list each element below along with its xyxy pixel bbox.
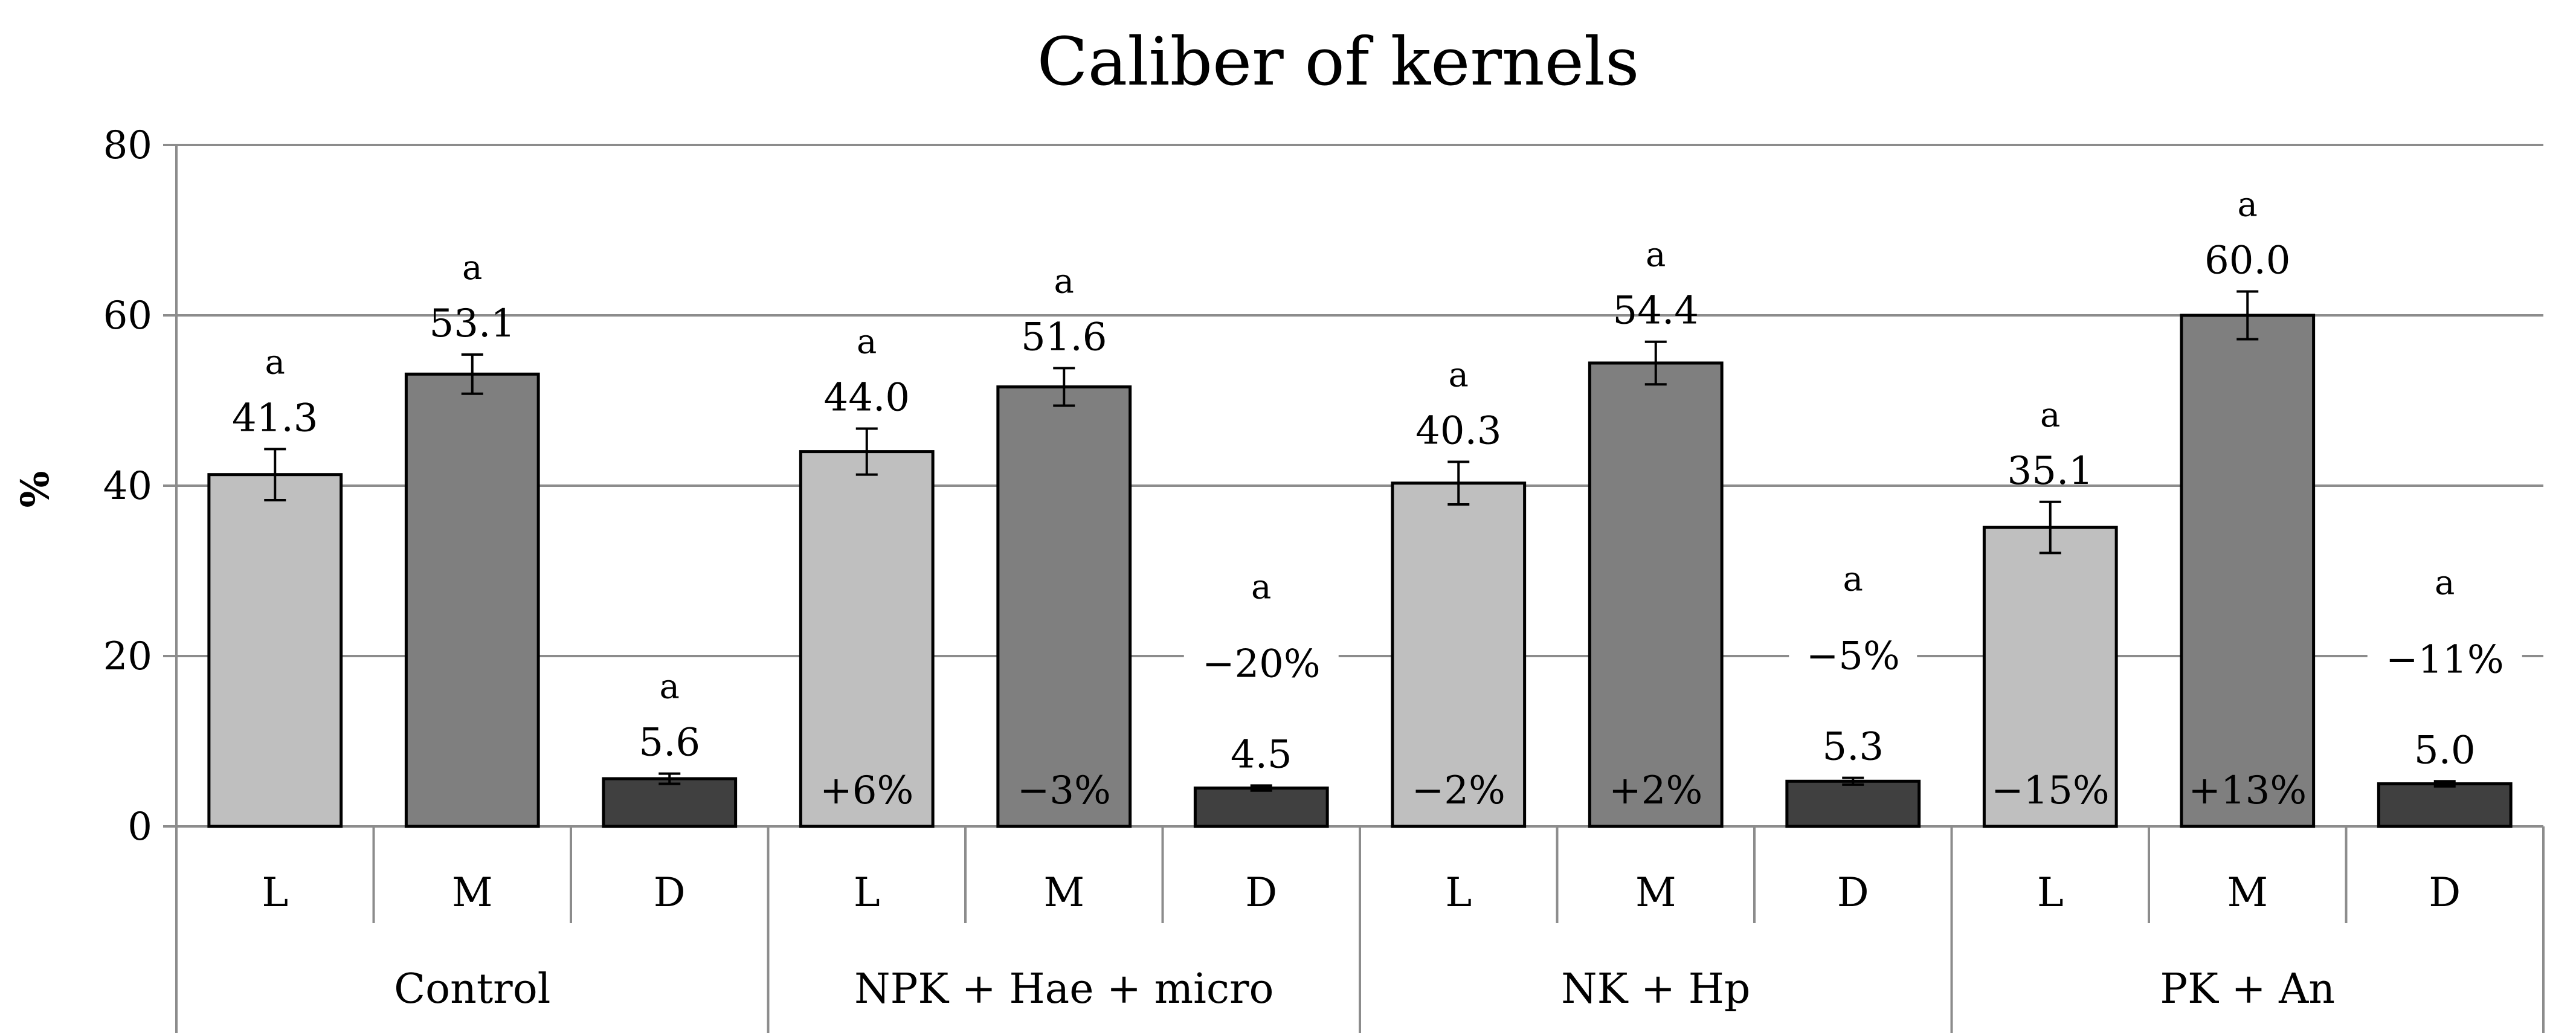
data-label: 44.0: [824, 376, 910, 420]
change-label: −2%: [1412, 768, 1505, 813]
significance-letter: a: [265, 343, 285, 382]
change-label-bg: [1183, 639, 1339, 692]
significance-letter: a: [660, 668, 680, 707]
bar-l: [207, 473, 343, 828]
y-tick-label: 20: [103, 634, 152, 679]
sig-label-bg: [451, 248, 494, 291]
x-category-label: M: [452, 869, 493, 916]
x-category-label: L: [262, 869, 288, 916]
sig-label-bg: [2423, 564, 2466, 607]
bars: [207, 290, 2513, 828]
y-axis-label: %: [13, 471, 58, 508]
significance-letter: a: [1449, 356, 1469, 395]
bar-l: [1391, 481, 1527, 828]
x-category-label: L: [1445, 869, 1472, 916]
x-category-label: D: [654, 869, 686, 916]
change-label: −11%: [2386, 637, 2504, 682]
bar-m: [2180, 314, 2316, 828]
sig-label-bg: [1240, 568, 1283, 611]
sig-label-bg: [254, 343, 297, 386]
data-label: 5.6: [639, 721, 700, 765]
data-label: 51.6: [1021, 315, 1107, 359]
x-category-label: M: [1635, 869, 1676, 916]
data-label: 35.1: [2008, 449, 2094, 494]
data-label: 53.1: [430, 301, 516, 346]
change-label: +2%: [1609, 768, 1702, 813]
bar-d: [2377, 782, 2513, 828]
x-category-label: L: [2037, 869, 2064, 916]
y-tick-label: 60: [103, 294, 152, 338]
x-category-label: D: [1837, 869, 1869, 916]
labels: 41.3 a 53.1 a 5.6 a 44.0 +6% a 51.6 −3% a 4.5 −20% a 40…: [232, 185, 2522, 813]
significance-letter: a: [462, 248, 482, 288]
data-label: 60.0: [2204, 239, 2291, 283]
bar-l: [799, 450, 935, 828]
significance-letter: a: [2435, 563, 2455, 602]
bar-d: [602, 777, 738, 828]
change-label-bg: [2367, 635, 2522, 687]
gridlines: [176, 144, 2543, 657]
x-category-label: M: [1043, 869, 1084, 916]
change-label: +13%: [2188, 768, 2307, 813]
significance-letter: a: [2238, 185, 2258, 225]
y-tick-label: 40: [103, 464, 152, 509]
sig-label-bg: [845, 323, 888, 365]
x-category-label: D: [1245, 869, 1277, 916]
bar-m: [996, 385, 1132, 828]
data-label: 54.4: [1613, 289, 1699, 333]
change-label: −20%: [1202, 642, 1321, 686]
sig-label-bg: [2226, 185, 2269, 228]
change-label: −5%: [1806, 634, 1900, 679]
change-label: −3%: [1017, 768, 1111, 813]
data-label: 5.3: [1822, 725, 1884, 770]
data-label: 5.0: [2414, 728, 2476, 773]
significance-letter: a: [2040, 396, 2060, 435]
bar-d: [1193, 787, 1329, 828]
data-label: 40.3: [1415, 409, 1502, 454]
x-group-label: NK + Hp: [1561, 965, 1750, 1013]
sig-label-bg: [1832, 560, 1875, 603]
axes: 0 20 40 60 80 L M D Control L M D NPK + Hae + micro L…: [103, 123, 2545, 1033]
chart-title: Caliber of kernels: [1037, 23, 1640, 100]
sig-label-bg: [1634, 236, 1677, 278]
change-label: −15%: [1991, 768, 2110, 813]
change-label: +6%: [820, 768, 913, 813]
significance-letter: a: [1646, 236, 1666, 275]
x-group-label: PK + An: [2160, 965, 2335, 1013]
data-label: 41.3: [232, 396, 318, 440]
change-label-bg: [1789, 631, 1918, 684]
sig-label-bg: [1437, 356, 1480, 399]
x-category-label: L: [854, 869, 880, 916]
sig-label-bg: [2029, 396, 2072, 439]
y-tick-label: 0: [127, 805, 152, 849]
x-category-label: D: [2429, 869, 2461, 916]
x-group-label: NPK + Hae + micro: [854, 965, 1274, 1013]
y-tick-label: 80: [103, 123, 152, 168]
x-category-label: M: [2227, 869, 2268, 916]
bar-m: [404, 372, 540, 828]
significance-letter: a: [857, 323, 877, 362]
bar-d: [1785, 779, 1921, 828]
significance-letter: a: [1843, 560, 1863, 599]
sig-label-bg: [1043, 262, 1086, 305]
significance-letter: a: [1054, 262, 1074, 301]
bar-m: [1588, 361, 1724, 828]
data-label: 4.5: [1231, 732, 1292, 777]
significance-letter: a: [1251, 567, 1271, 607]
x-group-label: Control: [394, 965, 550, 1013]
sig-label-bg: [648, 668, 691, 710]
